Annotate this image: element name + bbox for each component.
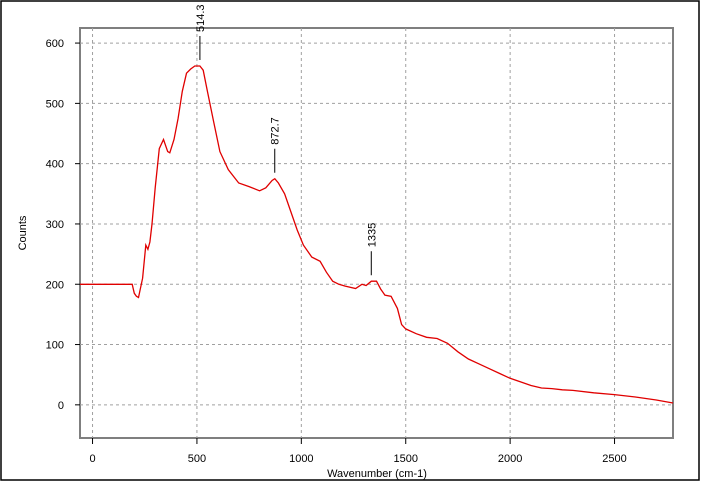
peak-marker: 1335 [366,223,378,276]
peak-label: 514.3 [195,4,207,32]
plot-area [79,27,674,439]
peak-label: 1335 [366,223,378,247]
y-tick-label: 0 [58,400,64,412]
x-tick-label: 1000 [289,453,313,465]
y-axis-ticks: 0 100 200 300 400 500 600 [46,38,80,412]
x-tick-label: 2500 [602,453,626,465]
y-tick-label: 200 [46,279,64,291]
x-axis-ticks: 0 500 1000 1500 2000 2500 [89,438,627,465]
peak-marker: 514.3 [195,4,207,60]
peak-markers: 514.3 872.7 1335 [195,4,378,276]
grid-lines [80,28,673,438]
peak-marker: 872.7 [270,117,282,173]
x-axis-title: Wavenumber (cm-1) [327,468,427,480]
y-tick-label: 400 [46,159,64,171]
y-tick-label: 600 [46,38,64,50]
spectrum-series-line [80,65,674,404]
x-tick-label: 500 [188,453,206,465]
y-tick-label: 100 [46,340,64,352]
x-tick-label: 2000 [498,453,522,465]
y-axis-title: Counts [17,215,29,250]
y-tick-label: 300 [46,219,64,231]
x-tick-label: 1500 [393,453,417,465]
y-tick-label: 500 [46,98,64,110]
peak-label: 872.7 [270,117,282,145]
x-tick-label: 0 [89,453,95,465]
